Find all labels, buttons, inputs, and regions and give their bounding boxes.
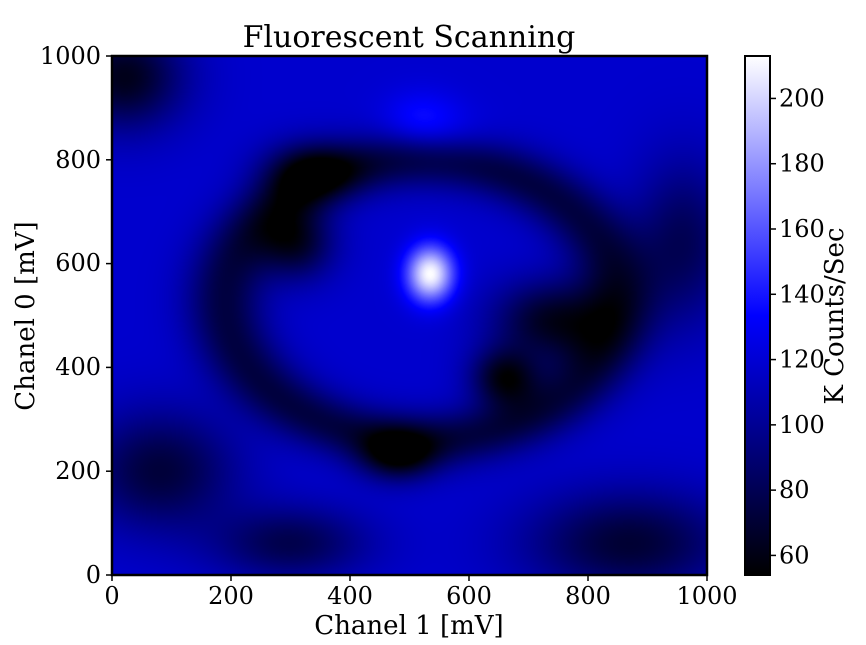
colorbar-ticks: 60 80 100 120 140 160 180 200 [770,84,825,569]
x-tick-label: 0 [104,582,119,610]
plot-frame [110,54,709,577]
colorbar-tick-label: 200 [779,84,825,112]
chart-title: Fluorescent Scanning [243,20,576,55]
y-tick-label: 400 [55,353,101,381]
colorbar-tick-label: 100 [779,411,825,439]
colorbar-tick-label: 160 [779,215,825,243]
colorbar-tick-label: 180 [779,150,825,178]
x-axis: 0 200 400 600 800 1000 [104,575,738,610]
y-axis-label: Chanel 0 [mV] [11,221,41,410]
y-axis: 0 200 400 600 800 1000 [40,42,112,589]
colorbar-label: K Counts/Sec [820,227,850,404]
heatmap-image [112,56,707,575]
colorbar-tick-label: 80 [779,476,810,504]
colorbar-tick-label: 60 [779,541,810,569]
x-axis-label: Chanel 1 [mV] [314,611,503,641]
x-tick-label: 400 [327,582,373,610]
y-tick-label: 800 [55,146,101,174]
colorbar-tick-label: 120 [779,346,825,374]
x-tick-label: 800 [565,582,611,610]
y-tick-label: 200 [55,457,101,485]
y-tick-label: 1000 [40,42,101,70]
colorbar: 60 80 100 120 140 160 180 200 K Counts/Sec [744,55,850,576]
y-tick-label: 0 [86,561,101,589]
x-tick-label: 200 [208,582,254,610]
colorbar-tick-label: 140 [779,280,825,308]
y-tick-label: 600 [55,249,101,277]
x-tick-label: 1000 [676,582,737,610]
x-tick-label: 600 [446,582,492,610]
colorbar-gradient [744,55,771,576]
plot-area [110,54,709,577]
